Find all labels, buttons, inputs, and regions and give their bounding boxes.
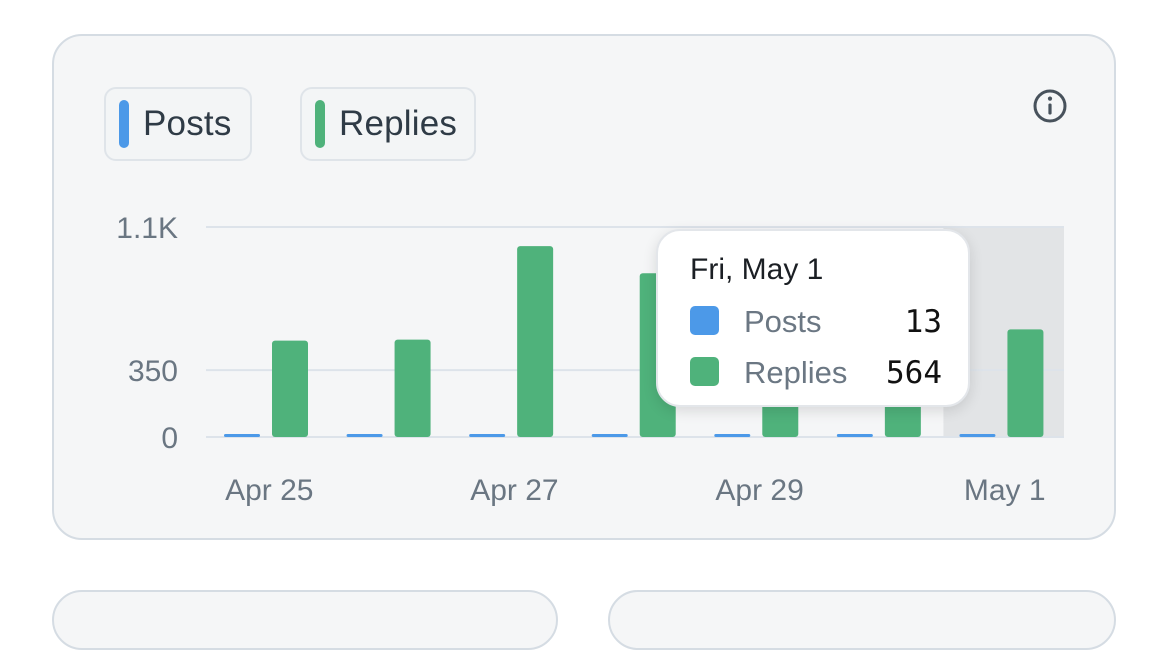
tooltip-posts-swatch	[690, 306, 719, 335]
posts-bar	[469, 434, 506, 437]
tooltip-date: Fri, May 1	[690, 253, 824, 286]
posts-bar	[836, 434, 873, 437]
x-tick-label: Apr 25	[225, 474, 313, 507]
secondary-card-left	[52, 590, 558, 650]
replies-color-swatch	[315, 100, 325, 148]
posts-bar	[591, 434, 628, 437]
activity-chart-card: Posts Replies 0 350 1.1K Apr 25 Apr 27 Apr 29…	[52, 34, 1116, 540]
posts-bar	[959, 434, 996, 437]
posts-bar	[714, 434, 751, 437]
legend-posts-label: Posts	[143, 104, 232, 143]
posts-bar	[346, 434, 383, 437]
tooltip-posts-value: 13	[904, 304, 942, 340]
tooltip-replies-swatch	[690, 357, 719, 386]
replies-bar	[517, 246, 554, 437]
tooltip-row-replies: Replies 564	[690, 355, 942, 391]
replies-bar	[272, 340, 308, 437]
tooltip-replies-value: 564	[886, 355, 942, 391]
legend-replies-label: Replies	[339, 104, 458, 143]
chart-tooltip: Fri, May 1 Posts 13 Replies 564	[656, 229, 970, 407]
posts-bar	[224, 433, 260, 437]
x-tick-label: Apr 27	[470, 474, 558, 507]
legend-posts-toggle[interactable]: Posts	[104, 87, 252, 161]
replies-bar	[1007, 329, 1044, 437]
y-tick-label: 0	[161, 422, 178, 455]
tooltip-posts-label: Posts	[744, 304, 822, 339]
x-tick-label: May 1	[964, 474, 1046, 507]
tooltip-replies-label: Replies	[744, 355, 848, 390]
y-tick-label: 1.1K	[116, 212, 178, 245]
secondary-card-right	[608, 590, 1116, 650]
x-tick-label: Apr 29	[715, 474, 803, 507]
replies-bar	[394, 339, 431, 437]
legend-replies-toggle[interactable]: Replies	[300, 87, 476, 161]
info-icon[interactable]	[1032, 88, 1068, 124]
tooltip-row-posts: Posts 13	[690, 304, 942, 340]
y-tick-label: 350	[128, 355, 178, 388]
posts-color-swatch	[119, 100, 129, 148]
